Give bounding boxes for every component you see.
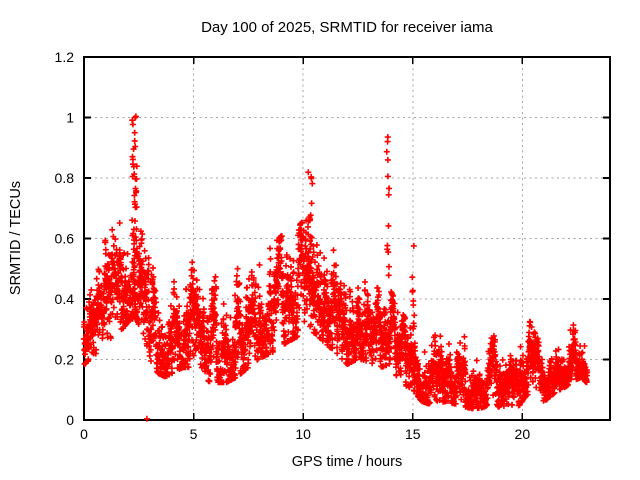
x-tick-label: 5 <box>190 426 198 442</box>
x-tick-label: 0 <box>80 426 88 442</box>
y-tick-label: 0.6 <box>55 231 75 247</box>
y-tick-label: 1.2 <box>55 49 75 65</box>
scatter-points <box>80 113 591 422</box>
y-tick-label: 1 <box>66 110 74 126</box>
y-tick-label: 0.4 <box>55 291 75 307</box>
y-tick-label: 0.8 <box>55 170 75 186</box>
x-tick-label: 15 <box>405 426 421 442</box>
y-tick-label: 0 <box>66 412 74 428</box>
y-tick-label: 0.2 <box>55 352 75 368</box>
y-axis-label: SRMTID / TECUs <box>8 180 24 296</box>
x-axis-label: GPS time / hours <box>291 454 403 470</box>
axes-layer <box>83 56 611 421</box>
x-tick-label: 10 <box>295 426 311 442</box>
x-tick-label: 20 <box>515 426 531 442</box>
chart-title: Day 100 of 2025, SRMTID for receiver iam… <box>201 19 493 36</box>
tick-labels: 0 5 10 15 20 0 0.2 0.4 0.6 0.8 1 1.2 <box>55 49 531 442</box>
